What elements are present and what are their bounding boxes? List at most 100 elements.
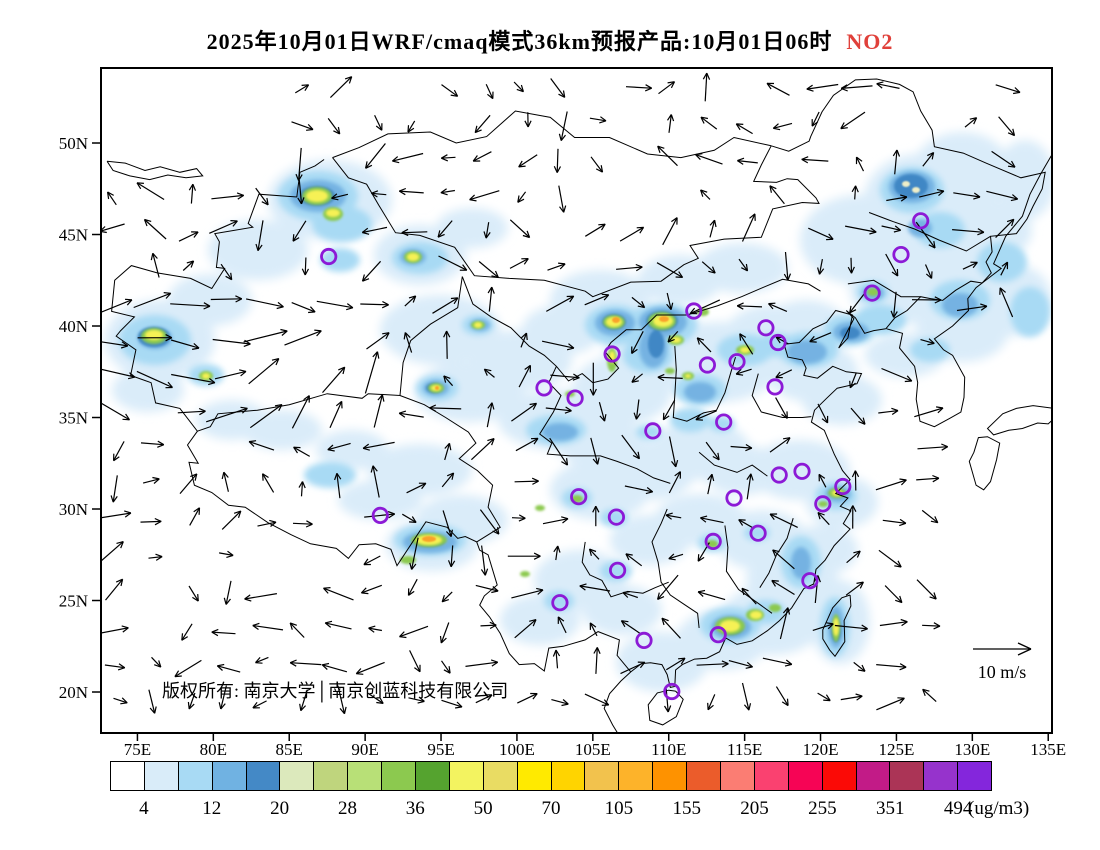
- wind-arrow-head: [174, 675, 182, 678]
- wind-arrow: [916, 474, 940, 483]
- wind-arrow-shaft: [244, 593, 277, 600]
- wind-arrow-head: [897, 560, 902, 568]
- wind-arrow: [255, 220, 264, 252]
- wind-arrow: [316, 300, 354, 311]
- wind-arrow-head: [563, 205, 567, 213]
- wind-arrow: [143, 218, 167, 240]
- wind-arrow-head: [786, 698, 789, 706]
- wind-arrow: [881, 367, 913, 383]
- wind-arrow: [739, 333, 754, 355]
- wind-arrow-head: [487, 402, 493, 409]
- wind-arrow-head: [522, 234, 530, 239]
- wind-arrow-head: [922, 689, 926, 697]
- wind-arrow-head: [531, 477, 539, 482]
- wind-arrow-head: [249, 440, 257, 443]
- wind-arrow: [524, 112, 532, 128]
- wind-arrow: [657, 574, 679, 600]
- wind-arrow-head: [559, 206, 565, 213]
- wind-arrow-head: [304, 84, 310, 92]
- wind-arrow: [399, 625, 429, 639]
- wind-arrow-head: [451, 472, 455, 480]
- boundary-line: [868, 212, 991, 252]
- wind-arrow: [517, 692, 538, 704]
- wind-arrow-shaft: [337, 685, 346, 714]
- wind-arrow-head: [525, 333, 528, 341]
- wind-arrow: [845, 581, 864, 596]
- wind-arrow-shaft: [336, 473, 341, 499]
- wind-arrow-head: [597, 457, 600, 465]
- wind-arrow-head: [589, 548, 597, 553]
- no2-concentration-blob: [802, 375, 882, 425]
- wind-arrow: [406, 482, 427, 494]
- wind-arrow-head: [817, 511, 825, 516]
- wind-arrow-head: [262, 473, 264, 481]
- wind-arrow-head: [446, 472, 454, 477]
- wind-arrow-shaft: [894, 149, 898, 175]
- wind-arrow-shaft: [665, 657, 686, 671]
- lat-tick-label: 30N: [59, 500, 88, 519]
- colorbar-cell: [483, 762, 518, 790]
- wind-arrow-head: [631, 348, 638, 354]
- wind-arrow-head: [127, 376, 136, 380]
- boundary-line: [539, 366, 671, 484]
- wind-arrow-head: [362, 447, 370, 451]
- wind-arrow: [105, 578, 124, 601]
- wind-arrow-shaft: [291, 395, 310, 429]
- colorbar-tick-label: 70: [541, 798, 561, 819]
- wind-arrow: [293, 446, 310, 457]
- lon-tick-label: 100E: [499, 740, 535, 759]
- wind-arrow-head: [450, 94, 458, 97]
- wind-arrow-head: [240, 406, 248, 409]
- wind-arrow-head: [527, 120, 532, 128]
- wind-arrow-shaft: [151, 656, 162, 668]
- wind-arrow: [409, 537, 419, 570]
- wind-arrow-head: [445, 531, 452, 538]
- wind-arrow-head: [372, 351, 378, 358]
- wind-arrow-shaft: [657, 574, 679, 600]
- wind-arrow-head: [561, 461, 568, 466]
- wind-arrow-shaft: [441, 156, 456, 159]
- wind-arrow-head: [107, 191, 114, 196]
- wind-arrow: [584, 223, 606, 237]
- wind-arrow-head: [553, 545, 559, 553]
- wind-arrow-shaft: [657, 376, 683, 379]
- wind-arrow-head: [632, 454, 640, 460]
- wind-arrow-head: [136, 182, 142, 190]
- wind-arrow-shaft: [704, 73, 708, 102]
- boundary-line: [581, 541, 669, 598]
- wind-arrow-head: [785, 659, 793, 665]
- wind-arrow-shaft: [707, 474, 713, 495]
- wind-arrow-head: [977, 231, 985, 236]
- lon-tick-label: 80E: [200, 740, 227, 759]
- station-marker: [770, 466, 788, 484]
- wind-arrow-shaft: [784, 251, 789, 281]
- wind-arrow-head: [980, 303, 988, 307]
- wind-arrow: [104, 663, 126, 671]
- wind-arrow-shaft: [248, 441, 275, 451]
- wind-arrow: [592, 505, 600, 527]
- wind-arrow: [292, 520, 313, 528]
- wind-arrow: [509, 258, 529, 269]
- wind-arrow-head: [941, 443, 948, 448]
- wind-arrow-head: [392, 160, 400, 164]
- colorbar-cell: [619, 762, 654, 790]
- wind-arrow: [113, 697, 128, 705]
- wind-arrow-shaft: [915, 221, 936, 249]
- wind-arrow-head: [450, 297, 458, 300]
- wind-arrow-shaft: [876, 83, 900, 89]
- no2-concentration-blob: [659, 316, 669, 322]
- lon-tick-label: 90E: [351, 740, 378, 759]
- wind-arrow: [220, 263, 233, 281]
- wind-arrow-head: [120, 541, 124, 549]
- wind-arrow-head: [562, 518, 569, 524]
- wind-arrow-shaft: [485, 222, 490, 239]
- wind-arrow-shaft: [517, 191, 527, 203]
- station-marker: [566, 389, 584, 407]
- wind-arrow-head: [447, 560, 452, 568]
- wind-arrow: [136, 182, 165, 201]
- wind-arrows-layer: [101, 72, 1021, 715]
- wind-arrow-head: [446, 330, 451, 338]
- wind-arrow-shaft: [850, 407, 866, 425]
- wind-arrow-shaft: [441, 699, 463, 708]
- wind-arrow-head: [560, 134, 566, 141]
